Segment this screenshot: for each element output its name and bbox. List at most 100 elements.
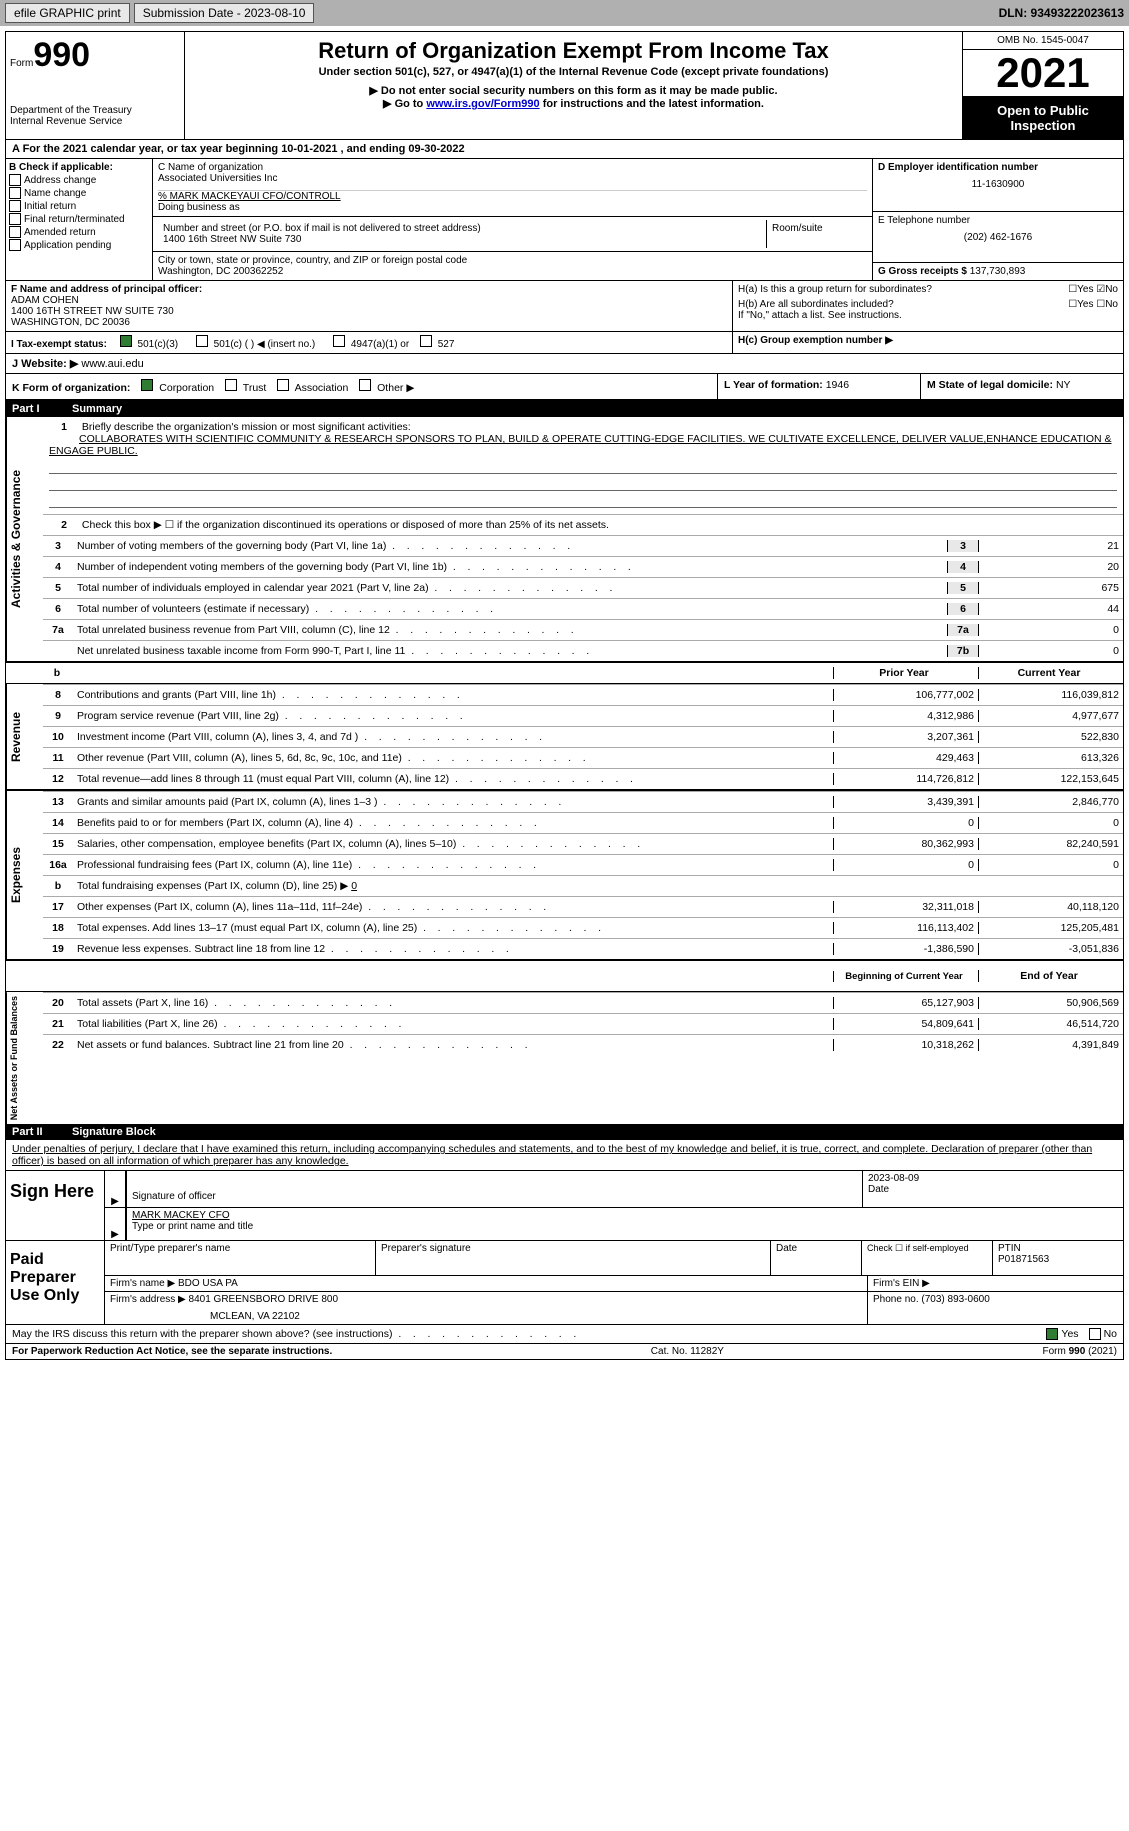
- form-subtitle: Under section 501(c), 527, or 4947(a)(1)…: [189, 66, 958, 78]
- line-num: 18: [43, 922, 73, 934]
- curr-val: 613,326: [978, 752, 1123, 764]
- footer-row: For Paperwork Reduction Act Notice, see …: [6, 1343, 1123, 1359]
- prior-val: 0: [833, 859, 978, 871]
- prior-val: 429,463: [833, 752, 978, 764]
- line-val: 675: [978, 582, 1123, 594]
- sign-here-block: Sign Here ▶ Signature of officer 2023-08…: [6, 1170, 1123, 1240]
- line2-label: Check this box ▶ ☐ if the organization d…: [82, 519, 609, 531]
- opt-501c: 501(c) ( ) ◀ (insert no.): [214, 339, 316, 350]
- cb-initial-return[interactable]: Initial return: [9, 200, 149, 212]
- row-bcd: B Check if applicable: Address change Na…: [6, 159, 1123, 281]
- cb-address-change[interactable]: Address change: [9, 174, 149, 186]
- prior-val: 4,312,986: [833, 710, 978, 722]
- line-num: 19: [43, 943, 73, 955]
- line-val: 44: [978, 603, 1123, 615]
- check-self: Check ☐ if self-employed: [862, 1241, 993, 1275]
- firm-name: BDO USA PA: [178, 1278, 238, 1289]
- part1-title: Summary: [72, 403, 122, 415]
- cb-name-change[interactable]: Name change: [9, 187, 149, 199]
- firm-city: MCLEAN, VA 22102: [210, 1311, 862, 1322]
- efile-print-button[interactable]: efile GRAPHIC print: [5, 3, 130, 23]
- line-num: 9: [43, 710, 73, 722]
- side-exp: Expenses: [6, 791, 43, 959]
- table-row: 19Revenue less expenses. Subtract line 1…: [43, 938, 1123, 959]
- paid-prep-label: Paid Preparer Use Only: [6, 1241, 105, 1324]
- irs-link[interactable]: www.irs.gov/Form990: [426, 98, 539, 110]
- warning2-prefix: ▶ Go to: [383, 98, 426, 110]
- city-label: City or town, state or province, country…: [158, 255, 867, 266]
- cb-discuss-yes[interactable]: [1046, 1328, 1058, 1340]
- line-box: 5: [947, 582, 978, 594]
- cb-527[interactable]: [420, 335, 432, 347]
- line16b-label: Total fundraising expenses (Part IX, col…: [77, 880, 348, 892]
- cb-501c[interactable]: [196, 335, 208, 347]
- submission-date-button[interactable]: Submission Date - 2023-08-10: [134, 3, 315, 23]
- firm-addr: 8401 GREENSBORO DRIVE 800: [189, 1294, 339, 1305]
- g-value: 137,730,893: [970, 266, 1026, 277]
- table-row: 13Grants and similar amounts paid (Part …: [43, 791, 1123, 812]
- hb-note: If "No," attach a list. See instructions…: [738, 310, 1118, 321]
- hb-answers: ☐Yes ☐No: [1068, 299, 1118, 310]
- table-row: 3Number of voting members of the governi…: [43, 535, 1123, 556]
- tax-year: 2021: [963, 50, 1123, 97]
- part2-title: Signature Block: [72, 1126, 156, 1138]
- part1-label: Part I: [12, 403, 72, 415]
- line-num: 3: [43, 540, 73, 552]
- row-fh: F Name and address of principal officer:…: [6, 281, 1123, 332]
- cb-app-pending[interactable]: Application pending: [9, 239, 149, 251]
- opt-527: 527: [438, 339, 455, 350]
- row-j: J Website: ▶ www.aui.edu: [6, 354, 1123, 374]
- line-num: 4: [43, 561, 73, 573]
- table-row: 22Net assets or fund balances. Subtract …: [43, 1034, 1123, 1055]
- opt-other: Other ▶: [377, 382, 414, 394]
- e-label: E Telephone number: [878, 215, 1118, 226]
- cb-amended[interactable]: Amended return: [9, 226, 149, 238]
- table-row: Net unrelated business taxable income fr…: [43, 640, 1123, 661]
- curr-val: 40,118,120: [978, 901, 1123, 913]
- part1-exp: Expenses 13Grants and similar amounts pa…: [6, 791, 1123, 961]
- m-label: M State of legal domicile:: [927, 379, 1053, 391]
- type-name-label: Type or print name and title: [132, 1221, 1118, 1232]
- cb-corp[interactable]: [141, 379, 153, 391]
- line-text: Professional fundraising fees (Part IX, …: [73, 857, 833, 873]
- city-value: Washington, DC 200362252: [158, 266, 867, 277]
- ha-label: H(a) Is this a group return for subordin…: [738, 284, 932, 295]
- paid-prep-block: Paid Preparer Use Only Print/Type prepar…: [6, 1240, 1123, 1324]
- cb-4947[interactable]: [333, 335, 345, 347]
- form-ref: Form 990 (2021): [1043, 1346, 1117, 1357]
- row-ihc: I Tax-exempt status: 501(c)(3) 501(c) ( …: [6, 332, 1123, 354]
- cb-assoc[interactable]: [277, 379, 289, 391]
- phone-label: Phone no.: [873, 1294, 919, 1305]
- c-name-label: C Name of organization: [158, 162, 867, 173]
- line-text: Net unrelated business taxable income fr…: [73, 643, 947, 659]
- prior-val: 3,207,361: [833, 731, 978, 743]
- curr-val: 0: [978, 817, 1123, 829]
- line-text: Benefits paid to or for members (Part IX…: [73, 815, 833, 831]
- form-id-box: Form990 Department of the Treasury Inter…: [6, 32, 185, 139]
- k-label: K Form of organization:: [12, 382, 130, 394]
- line-val: 20: [978, 561, 1123, 573]
- f-addr2: WASHINGTON, DC 20036: [11, 317, 727, 328]
- line-box: 7a: [947, 624, 978, 636]
- room-label: Room/suite: [767, 220, 867, 248]
- cb-discuss-no[interactable]: [1089, 1328, 1101, 1340]
- dept-label: Department of the Treasury Internal Reve…: [10, 105, 180, 127]
- cb-other[interactable]: [359, 379, 371, 391]
- cb-final-return[interactable]: Final return/terminated: [9, 213, 149, 225]
- cb-trust[interactable]: [225, 379, 237, 391]
- line-text: Total liabilities (Part X, line 26): [73, 1016, 833, 1032]
- f-addr1: 1400 16TH STREET NW SUITE 730: [11, 306, 727, 317]
- curr-val: 4,391,849: [978, 1039, 1123, 1051]
- prior-val: 114,726,812: [833, 773, 978, 785]
- part1-gov: Activities & Governance 1 Briefly descri…: [6, 417, 1123, 663]
- curr-val: 116,039,812: [978, 689, 1123, 701]
- print-name-label: Print/Type preparer's name: [105, 1241, 376, 1275]
- line-text: Salaries, other compensation, employee b…: [73, 836, 833, 852]
- cb-501c3[interactable]: [120, 335, 132, 347]
- curr-val: 4,977,677: [978, 710, 1123, 722]
- table-row: 18Total expenses. Add lines 13–17 (must …: [43, 917, 1123, 938]
- line-box: 4: [947, 561, 978, 573]
- col-end: End of Year: [978, 970, 1123, 982]
- line-val: 0: [978, 645, 1123, 657]
- line-box: 6: [947, 603, 978, 615]
